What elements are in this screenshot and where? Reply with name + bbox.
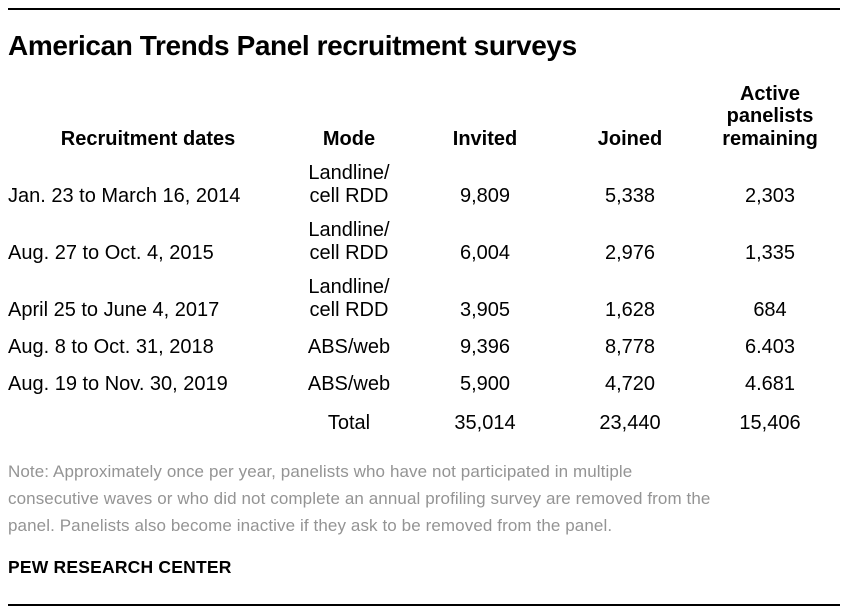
cell-empty (8, 395, 288, 434)
figure-title: American Trends Panel recruitment survey… (8, 30, 577, 61)
table-row-2017: April 25 to June 4, 2017 Landline/ cell … (8, 264, 840, 321)
cell-invited: 3,905 (459, 298, 511, 321)
cell-mode: ABS/web (307, 372, 391, 395)
cell-recruitment-dates: Aug. 27 to Oct. 4, 2015 (8, 241, 214, 264)
cell-total-label: Total (327, 411, 371, 434)
cell-mode: Landline/ cell RDD (308, 276, 390, 321)
cell-joined: 5,338 (604, 184, 656, 207)
cell-mode: Landline/ cell RDD (308, 162, 390, 207)
cell-active-remaining: 6.403 (744, 335, 796, 358)
cell-active-remaining: 1,335 (744, 241, 796, 264)
column-header-active-panelists-remaining: Active panelists remaining (722, 82, 818, 150)
cell-recruitment-dates: Aug. 19 to Nov. 30, 2019 (8, 372, 228, 395)
cell-invited: 9,809 (459, 184, 511, 207)
cell-recruitment-dates: Jan. 23 to March 16, 2014 (8, 184, 241, 207)
cell-invited: 5,900 (459, 372, 511, 395)
cell-invited: 6,004 (459, 241, 511, 264)
footnote: Note: Approximately once per year, panel… (8, 462, 711, 535)
recruitment-table: Recruitment dates Mode Invited Joined Ac… (8, 78, 840, 434)
cell-joined: 8,778 (604, 335, 656, 358)
cell-joined: 2,976 (604, 241, 656, 264)
cell-joined: 4,720 (604, 372, 656, 395)
cell-active-remaining: 684 (753, 298, 787, 321)
cell-mode: ABS/web (307, 335, 391, 358)
cell-total-joined: 23,440 (599, 411, 661, 434)
table-header-row: Recruitment dates Mode Invited Joined Ac… (8, 78, 840, 150)
bottom-divider (8, 604, 840, 606)
column-header-recruitment-dates: Recruitment dates (60, 127, 236, 150)
cell-joined: 1,628 (604, 298, 656, 321)
cell-total-active-remaining: 15,406 (739, 411, 801, 434)
table-total-row: Total 35,014 23,440 15,406 (8, 395, 840, 434)
table-row-2018: Aug. 8 to Oct. 31, 2018 ABS/web 9,396 8,… (8, 321, 840, 358)
column-header-mode: Mode (322, 127, 376, 150)
column-header-joined: Joined (597, 127, 663, 150)
cell-recruitment-dates: Aug. 8 to Oct. 31, 2018 (8, 335, 214, 358)
cell-active-remaining: 2,303 (744, 184, 796, 207)
cell-recruitment-dates: April 25 to June 4, 2017 (8, 298, 220, 321)
top-divider (8, 8, 840, 10)
cell-active-remaining: 4.681 (744, 372, 796, 395)
cell-mode: Landline/ cell RDD (308, 219, 390, 264)
cell-total-invited: 35,014 (454, 411, 516, 434)
table-row-2019: Aug. 19 to Nov. 30, 2019 ABS/web 5,900 4… (8, 358, 840, 395)
column-header-invited: Invited (452, 127, 518, 150)
table-row-2014: Jan. 23 to March 16, 2014 Landline/ cell… (8, 150, 840, 207)
source-attribution: PEW RESEARCH CENTER (8, 557, 232, 577)
table-row-2015: Aug. 27 to Oct. 4, 2015 Landline/ cell R… (8, 207, 840, 264)
cell-invited: 9,396 (459, 335, 511, 358)
